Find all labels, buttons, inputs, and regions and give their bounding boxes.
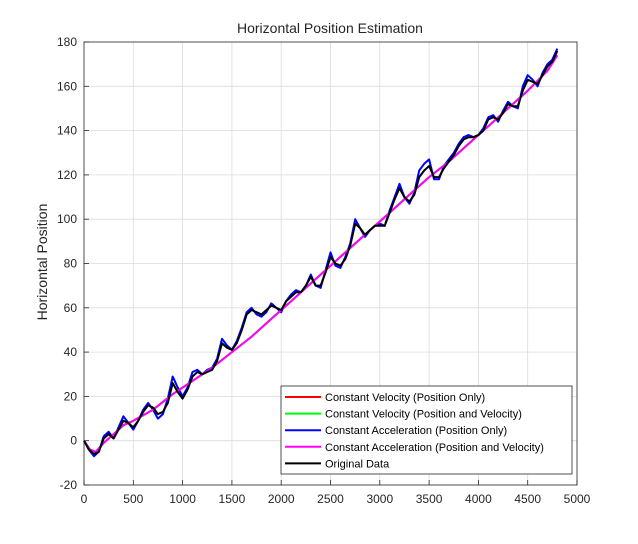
legend-label-4: Original Data [325, 458, 390, 470]
legend-label-2: Constant Acceleration (Position Only) [325, 425, 507, 437]
y-tick-label: 120 [57, 168, 77, 182]
x-tick-label: 0 [81, 492, 88, 506]
x-tick-label: 500 [123, 492, 143, 506]
y-tick-label: 140 [57, 124, 77, 138]
x-tick-label: 1500 [219, 492, 246, 506]
legend-label-1: Constant Velocity (Position and Velocity… [325, 409, 522, 421]
y-tick-label: 160 [57, 79, 77, 93]
y-tick-label: 180 [57, 35, 77, 49]
x-tick-label: 3500 [416, 492, 443, 506]
x-tick-label: 1000 [169, 492, 196, 506]
x-tick-label: 3000 [366, 492, 393, 506]
x-tick-label: 2000 [268, 492, 295, 506]
chart-title: Horizontal Position Estimation [237, 20, 423, 36]
y-tick-label: 20 [64, 389, 78, 403]
y-tick-label: 100 [57, 212, 77, 226]
x-axis-ticks: 0 500 1000 1500 2000 2500 3000 3500 4000 4500 5000 [81, 480, 591, 506]
y-axis-label: Horizontal Position [34, 204, 50, 321]
y-tick-label: 0 [70, 434, 77, 448]
y-axis-ticks: -20 0 20 40 60 80 100 120 140 160 180 [57, 35, 89, 492]
x-tick-label: 4500 [514, 492, 541, 506]
legend: Constant Velocity (Position Only) Constan… [280, 385, 573, 475]
y-tick-label: -20 [60, 478, 78, 492]
legend-label-3: Constant Acceleration (Position and Velo… [325, 442, 544, 454]
y-tick-label: 40 [64, 345, 78, 359]
x-tick-label: 4000 [465, 492, 492, 506]
y-tick-label: 60 [64, 301, 78, 315]
series-line-4 [83, 50, 559, 455]
x-tick-label: 5000 [564, 492, 591, 506]
legend-label-0: Constant Velocity (Position Only) [325, 392, 485, 404]
legend-box [280, 385, 573, 475]
x-tick-label: 2500 [317, 492, 344, 506]
series-lines [83, 48, 559, 458]
y-tick-label: 80 [64, 257, 78, 271]
